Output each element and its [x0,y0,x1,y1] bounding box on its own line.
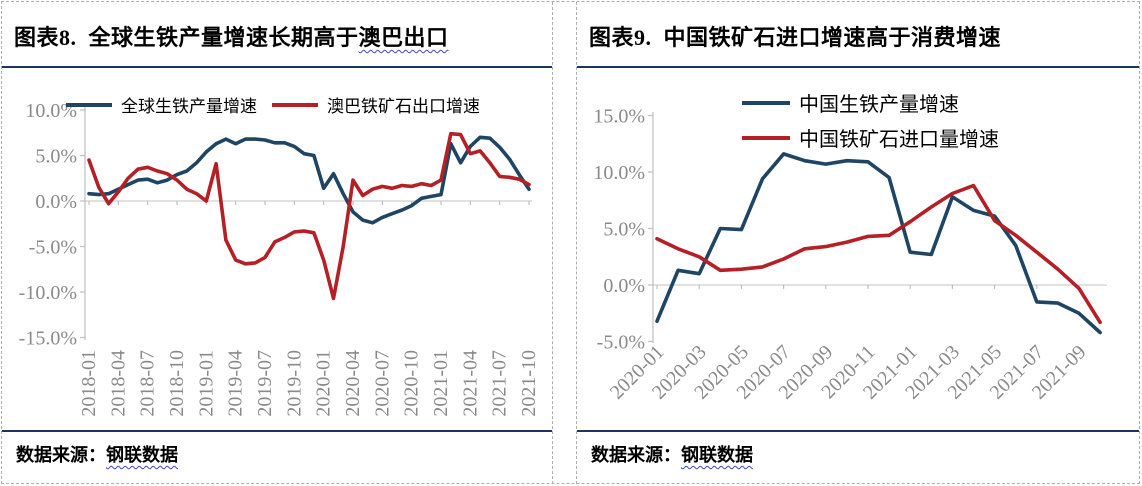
x-tick-label: 2018-04 [107,350,129,417]
x-tick-label: 2019-10 [283,350,305,417]
legend-item-china-ore-import: 中国铁矿石进口量增速 [742,123,999,152]
series-line-0 [87,135,531,225]
figure8-title-text: 图表8. 全球生铁产量增速长期高于 [14,25,359,50]
figure9-source-note: 数据来源：钢联数据 [577,432,1139,467]
legend-line-blue-icon [742,100,790,105]
x-tick-label: 2019-04 [225,350,247,417]
x-tick-label: 2021-10 [518,350,540,417]
legend-label: 全球生铁产量增速 [121,97,257,116]
y-tick-label: -10.0% [19,282,77,304]
legend-item-global-pig-iron: 全球生铁产量增速 [66,92,257,117]
figure8-chart-canvas: 10.0% 5.0% 0.0% -5.0% -10.0% -15.0%2018-01 201… [19,100,540,417]
legend-item-china-pig-iron: 中国生铁产量增速 [742,88,959,117]
figure9-panel: 图表9. 中国铁矿石进口增速高于消费增速 15.0% 10.0% 5.0% 0.0% -… [576,2,1139,484]
x-tick-label: 2018-07 [137,350,159,417]
source-value: 钢联数据 [681,445,753,465]
y-tick-label: 5.0% [35,146,77,168]
figure8-title: 图表8. 全球生铁产量增速长期高于澳巴出口 [14,20,546,52]
figure8-footer-divider [2,430,552,432]
figure9-chart-canvas: 15.0%10.0%5.0%0.0%-5.0%2020-012020-03202… [593,106,1107,404]
legend-label: 中国生铁产量增速 [799,94,959,116]
x-tick-label: 2021-01 [430,350,452,417]
source-label: 数据来源： [16,445,106,465]
y-tick-label: -5.0% [597,332,645,354]
figure9-legend: 中国生铁产量增速 中国铁矿石进口量增速 [742,88,999,152]
figure8-panel: 图表8. 全球生铁产量增速长期高于澳巴出口 10.0% 5.0% 0.0% -5.0%… [2,2,553,484]
source-value: 钢联数据 [106,445,178,465]
figure8-legend: 全球生铁产量增速 澳巴铁矿石出口增速 [66,92,480,117]
figure9-title: 图表9. 中国铁矿石进口增速高于消费增速 [589,20,1133,52]
y-tick-label: 10.0% [593,162,645,184]
x-tick-label: 2020-07 [371,350,393,417]
legend-label: 澳巴铁矿石出口增速 [327,97,480,116]
y-tick-label: -15.0% [19,328,77,350]
series-line-0 [655,152,1102,335]
figure9-footer-divider [577,430,1139,432]
x-tick-label: 2020-04 [342,350,364,417]
x-tick-label: 2020-01 [313,350,335,417]
x-tick-label: 2021-04 [459,350,481,417]
source-label: 数据来源： [591,445,681,465]
y-tick-label: -5.0% [29,237,77,259]
x-tick-label: 2020-10 [401,350,423,417]
y-tick-label: 0.0% [35,191,77,213]
series-line-1 [87,131,531,301]
x-tick-label: 2021-07 [489,350,511,417]
x-tick-label: 2019-07 [254,350,276,417]
y-tick-label: 10.0% [25,100,77,122]
legend-line-red-icon [742,135,790,140]
figure8-title-underlined-text: 澳巴出口 [358,25,449,50]
x-tick-label: 2018-10 [166,350,188,417]
figure9-title-divider [577,66,1139,68]
legend-item-aus-bra-export: 澳巴铁矿石出口增速 [272,92,480,117]
series-line-1 [655,183,1102,325]
y-tick-label: 15.0% [593,106,645,128]
x-tick-label: 2018-01 [78,350,100,417]
x-tick-label: 2019-01 [195,350,217,417]
y-tick-label: 5.0% [603,219,645,241]
figure8-title-divider [2,66,552,68]
y-tick-label: 0.0% [603,275,645,297]
legend-line-blue-icon [66,102,112,107]
figure9-title-text: 图表9. 中国铁矿石进口增速高于消费增速 [589,25,1002,50]
legend-label: 中国铁矿石进口量增速 [799,129,999,151]
legend-line-red-icon [272,102,318,107]
figure8-source-note: 数据来源：钢联数据 [2,432,552,467]
